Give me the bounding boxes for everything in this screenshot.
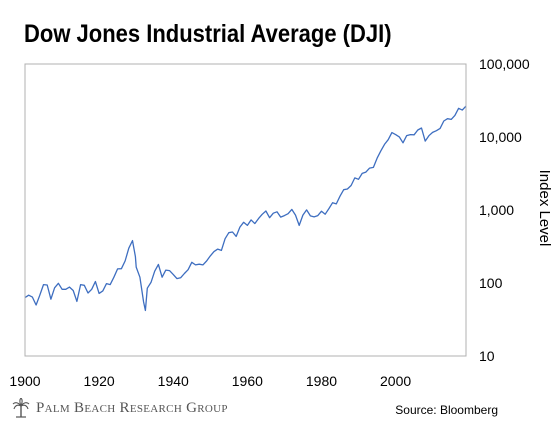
series-line <box>24 105 467 312</box>
plot-frame <box>24 63 467 357</box>
palm-tree-icon <box>12 398 30 418</box>
brand-footer: Palm Beach Research Group <box>12 398 228 418</box>
y-tick-label: 1,000 <box>479 202 514 218</box>
x-tick-label: 1900 <box>9 373 40 389</box>
y-tick-label: 10,000 <box>479 129 522 145</box>
x-tick-label: 2000 <box>380 373 411 389</box>
x-tick-label: 1940 <box>158 373 189 389</box>
brand-name: Palm Beach Research Group <box>36 399 228 416</box>
x-tick-label: 1920 <box>84 373 115 389</box>
y-tick-label: 100 <box>479 275 503 291</box>
y-tick-label: 100,000 <box>479 56 530 72</box>
source-note: Source: Bloomberg <box>395 403 498 417</box>
chart-title: Dow Jones Industrial Average (DJI) <box>24 20 392 48</box>
y-axis-label: Index Level <box>536 170 553 247</box>
x-tick-label: 1980 <box>306 373 337 389</box>
x-tick-label: 1960 <box>232 373 263 389</box>
y-tick-label: 10 <box>479 348 495 364</box>
